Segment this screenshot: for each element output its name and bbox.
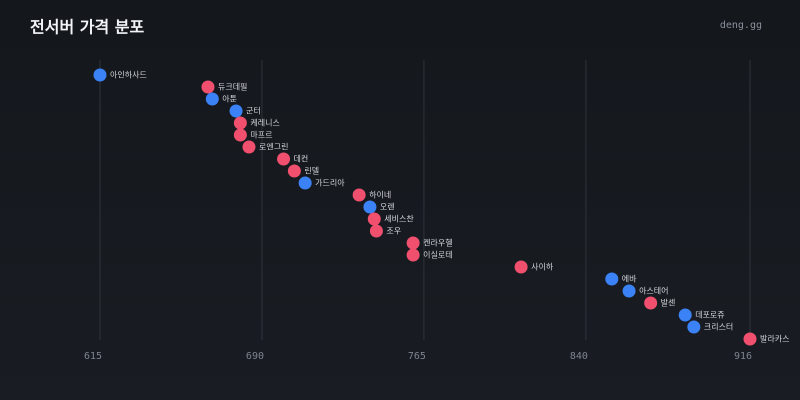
dot bbox=[743, 332, 757, 346]
point-label: 듀크데필 bbox=[218, 82, 247, 92]
point-label: 린델 bbox=[304, 166, 319, 176]
point-label: 켄라우헬 bbox=[423, 238, 452, 248]
point-label: 아인하사드 bbox=[110, 70, 147, 80]
dot bbox=[93, 68, 107, 82]
dot bbox=[242, 140, 256, 154]
point-label: 이실로테 bbox=[423, 250, 452, 260]
dot bbox=[678, 308, 692, 322]
point-label: 에바 bbox=[622, 274, 637, 284]
x-tick-label: 916 bbox=[734, 351, 752, 362]
point-label: 로엔그린 bbox=[259, 142, 288, 152]
dot bbox=[352, 188, 366, 202]
dot bbox=[277, 152, 291, 166]
dot bbox=[298, 176, 312, 190]
dot bbox=[605, 272, 619, 286]
point-label: 하이네 bbox=[369, 190, 391, 200]
dot bbox=[622, 284, 636, 298]
dot bbox=[514, 260, 528, 274]
source: deng.gg bbox=[720, 20, 762, 31]
point-label: 가드리아 bbox=[315, 178, 345, 188]
point-label: 사이하 bbox=[531, 262, 554, 272]
dot bbox=[644, 296, 658, 310]
dot bbox=[229, 104, 243, 118]
dot bbox=[406, 236, 420, 250]
dot bbox=[233, 116, 247, 130]
dot bbox=[687, 320, 701, 334]
point-label: 발라카스 bbox=[760, 334, 789, 344]
point-label: 군터 bbox=[246, 107, 261, 116]
point-label: 데컨 bbox=[294, 154, 309, 164]
point-label: 아툰 bbox=[222, 94, 237, 104]
dot bbox=[205, 92, 219, 106]
x-tick-label: 615 bbox=[84, 351, 102, 362]
x-tick-label: 690 bbox=[246, 351, 264, 362]
point-label: 발센 bbox=[661, 298, 676, 308]
dot bbox=[367, 212, 381, 226]
dot bbox=[406, 248, 420, 262]
dot bbox=[287, 164, 301, 178]
point-label: 오렌 bbox=[380, 202, 395, 212]
x-tick-label: 765 bbox=[408, 351, 426, 362]
point-label: 케레니스 bbox=[250, 118, 279, 128]
dot bbox=[233, 128, 247, 142]
point-label: 마프르 bbox=[250, 131, 272, 140]
x-tick-label: 840 bbox=[570, 351, 588, 362]
point-label: 조우 bbox=[386, 227, 401, 236]
point-label: 데포로쥬 bbox=[695, 311, 724, 320]
point-label: 아스테어 bbox=[639, 286, 668, 296]
point-label: 세비스찬 bbox=[384, 214, 414, 224]
dot bbox=[369, 224, 383, 238]
dot bbox=[201, 80, 215, 94]
chart-title: 전서버 가격 분포 bbox=[30, 18, 144, 37]
point-label: 크리스터 bbox=[704, 323, 733, 332]
dot bbox=[363, 200, 377, 214]
